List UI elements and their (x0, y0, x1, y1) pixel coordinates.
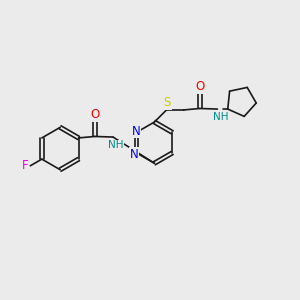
Text: NH: NH (213, 112, 228, 122)
Text: F: F (22, 159, 28, 172)
Text: S: S (164, 96, 171, 110)
Text: O: O (195, 80, 204, 93)
Text: N: N (130, 148, 139, 161)
Text: N: N (132, 125, 140, 138)
Text: O: O (90, 108, 99, 121)
Text: NH: NH (108, 140, 124, 150)
